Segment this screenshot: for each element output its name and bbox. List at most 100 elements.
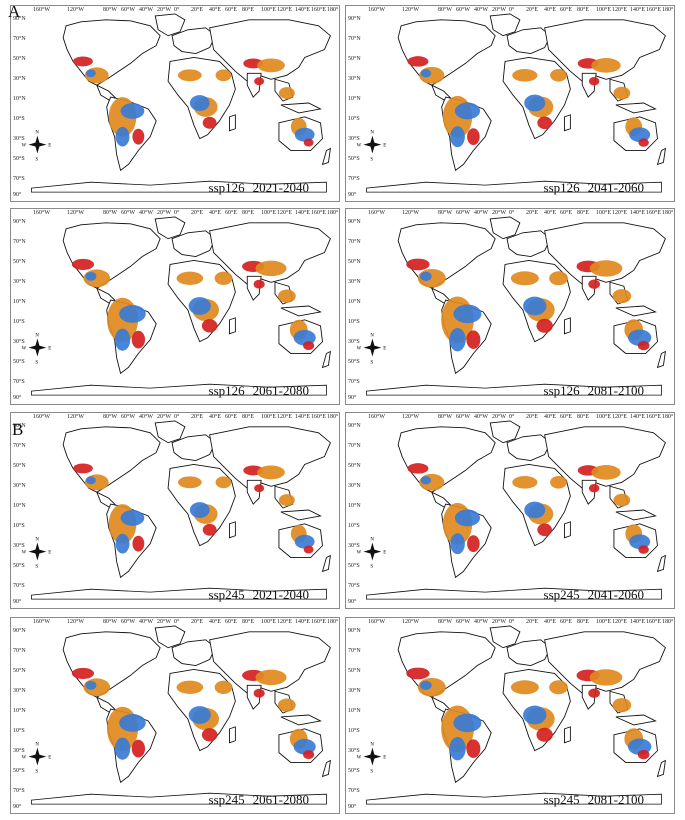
habitat-patch-blue	[450, 533, 465, 555]
landmass-newZealand	[656, 554, 666, 573]
longitude-tick: 160°E	[311, 619, 327, 625]
habitat-patch-blue	[420, 476, 432, 485]
landmass-newZealand	[656, 147, 666, 166]
habitat-patch-red	[71, 667, 95, 679]
longitude-tick: 40°E	[544, 619, 557, 625]
habitat-patch-orange	[278, 494, 295, 507]
latitude-tick: 50°N	[13, 56, 26, 62]
longitude-tick: 40°E	[544, 7, 557, 13]
longitude-tick: 60°E	[225, 619, 238, 625]
habitat-patch-red	[466, 330, 481, 350]
latitude-tick: 90°	[13, 804, 22, 810]
compass-letter-n: N	[370, 538, 374, 543]
longitude-tick: 160°W	[368, 7, 386, 13]
longitude-tick: 60°E	[225, 414, 238, 420]
longitude-tick: 160°W	[33, 619, 51, 625]
longitude-tick: 160°W	[33, 7, 51, 13]
longitude-tick: 20°E	[191, 414, 204, 420]
scenario-name: ssp126	[543, 383, 580, 398]
longitude-tick: 20°W	[157, 414, 172, 420]
longitude-tick: 160°W	[33, 210, 51, 216]
longitude-tick: 60°E	[560, 210, 573, 216]
longitude-tick: 120°E	[277, 414, 293, 420]
habitat-patch-blue	[449, 736, 466, 761]
scenario-name: ssp126	[543, 180, 580, 195]
compass-letter-e: E	[383, 756, 386, 761]
compass-letter-n: N	[35, 743, 39, 748]
compass-letter-s: S	[35, 360, 38, 365]
habitat-patch-blue	[115, 126, 130, 147]
habitat-patch-blue	[454, 509, 481, 527]
compass-letter-n: N	[370, 131, 374, 136]
longitude-tick: 20°E	[191, 7, 204, 13]
compass-letter-e: E	[48, 551, 51, 556]
habitat-patch-orange	[278, 87, 295, 100]
map-panel: N S E W 160°W 120°W 80°W 60°W 40°W 20°W 0° 20°E 40°E…	[10, 617, 340, 814]
latitude-tick: 70°N	[13, 648, 26, 654]
landmass-newZealand	[321, 350, 331, 369]
landmass-northAmerica	[62, 222, 161, 289]
landmass-greenland	[154, 216, 186, 240]
habitat-patch-red	[254, 484, 265, 493]
landmass-greenland	[154, 625, 186, 649]
longitude-tick: 20°W	[492, 414, 507, 420]
longitude-tick: 120°W	[402, 414, 420, 420]
longitude-tick: 0°	[174, 414, 180, 420]
scenario-period: 2081-2100	[587, 792, 644, 807]
latitude-tick: 50°N	[348, 56, 361, 62]
habitat-patch-orange	[510, 680, 539, 695]
latitude-tick: 90°	[13, 192, 22, 198]
latitude-tick: 70°N	[13, 443, 26, 449]
longitude-tick: 80°E	[242, 7, 255, 13]
longitude-tick: 60°W	[456, 210, 471, 216]
habitat-patch-red	[201, 319, 218, 333]
world-map: N S E W	[357, 13, 666, 193]
latitude-tick: 90°	[348, 599, 357, 605]
scenario-name: ssp245	[543, 792, 580, 807]
habitat-patch-blue	[524, 94, 546, 112]
latitude-tick: 10°S	[348, 523, 360, 529]
group-label: B	[12, 420, 24, 439]
habitat-patch-red	[537, 523, 552, 537]
compass-letter-w: W	[22, 551, 27, 556]
habitat-patch-red	[202, 116, 217, 129]
habitat-patch-red	[637, 340, 650, 351]
landmass-antarctica	[366, 383, 662, 396]
habitat-patch-blue	[120, 103, 145, 119]
latitude-tick: 90°N	[348, 16, 361, 22]
world-map: N S E W	[357, 216, 666, 396]
longitude-tick: 140°E	[295, 7, 311, 13]
habitat-patch-orange	[255, 260, 287, 277]
longitude-tick: 80°W	[103, 210, 118, 216]
habitat-patch-blue	[420, 271, 432, 281]
scenario-period: 2041-2060	[587, 180, 644, 195]
habitat-patch-orange	[549, 271, 568, 286]
longitude-tick: 80°W	[103, 414, 118, 420]
landmass-madagascar	[563, 726, 571, 744]
longitude-tick: 140°E	[630, 210, 646, 216]
habitat-patch-orange	[589, 669, 623, 686]
compass-letter-s: S	[370, 157, 373, 162]
longitude-tick: 140°E	[295, 210, 311, 216]
habitat-patch-red	[638, 138, 649, 147]
habitat-patch-red	[253, 688, 265, 698]
habitat-patch-orange	[613, 493, 631, 507]
habitat-patch-blue	[114, 737, 131, 760]
latitude-tick: 30°N	[348, 483, 361, 489]
latitude-tick: 50°S	[348, 768, 360, 774]
longitude-tick: 140°E	[295, 414, 311, 420]
latitude-tick: 50°S	[13, 563, 25, 569]
habitat-patch-orange	[613, 86, 631, 100]
latitude-tick: 90°N	[348, 423, 361, 429]
landmass-europe	[506, 639, 552, 666]
habitat-patch-blue	[119, 305, 146, 323]
latitude-tick: 10°N	[348, 503, 361, 509]
latitude-tick: 50°S	[13, 359, 25, 365]
compass-letter-w: W	[357, 144, 362, 149]
latitude-tick: 10°S	[348, 728, 360, 734]
habitat-patch-orange	[177, 476, 202, 489]
scenario-period: 2081-2100	[587, 383, 644, 398]
latitude-tick: 10°S	[13, 319, 25, 325]
longitude-tick: 80°E	[577, 7, 590, 13]
latitude-tick: 30°S	[13, 136, 25, 142]
